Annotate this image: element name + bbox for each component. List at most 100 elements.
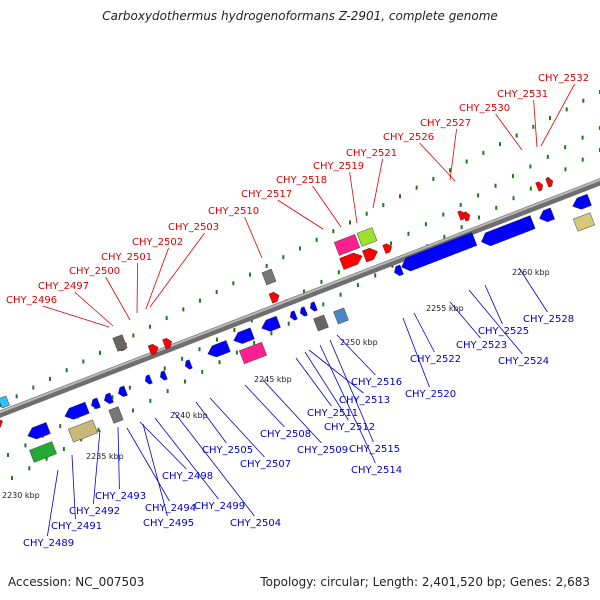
genome-backbone-highlight <box>0 178 600 414</box>
scale-tick-label: 2250 kbp <box>340 338 378 347</box>
leader-line <box>484 284 503 325</box>
gene-label-reverse: CHY_2504 <box>230 518 281 529</box>
guide-dot <box>65 368 68 373</box>
guide-dot <box>581 135 584 140</box>
feature-box <box>572 212 596 232</box>
gene-forward-body <box>268 291 280 304</box>
leader-line <box>495 113 523 151</box>
leader-line <box>329 339 374 443</box>
gene-reverse <box>572 193 592 210</box>
gene-label-reverse: CHY_2514 <box>351 465 402 476</box>
gene-label-reverse: CHY_2494 <box>145 503 196 514</box>
guide-dot <box>564 167 567 172</box>
gene-label-reverse: CHY_2525 <box>478 326 529 337</box>
guide-dot <box>511 174 514 179</box>
leader-line <box>262 379 322 444</box>
gene-reverse <box>27 422 51 440</box>
guide-dot <box>532 124 535 129</box>
leader-line <box>413 312 435 353</box>
leader-line <box>449 128 457 181</box>
gene-reverse-body <box>289 310 298 321</box>
gene-reverse-body <box>299 306 308 317</box>
guide-dot <box>201 369 204 374</box>
gene-reverse-body <box>184 359 193 370</box>
feature-box-body <box>0 395 10 409</box>
gene-label-forward: CHY_2526 <box>383 132 434 143</box>
scale-tick-label: 2235 kbp <box>86 452 124 461</box>
gene-label-reverse: CHY_2493 <box>95 491 146 502</box>
gene-reverse <box>144 374 153 385</box>
guide-dot <box>198 347 201 352</box>
gene-label-forward: CHY_2531 <box>497 89 548 100</box>
gene-reverse <box>64 401 90 420</box>
gene-label-reverse: CHY_2492 <box>69 506 120 517</box>
gene-forward-body <box>0 417 3 430</box>
guide-dot <box>82 359 85 364</box>
guide-dot <box>494 183 497 188</box>
gene-label-forward: CHY_2510 <box>208 206 259 217</box>
feature-box <box>261 268 277 286</box>
guide-dot <box>477 215 480 220</box>
guide-dot <box>477 193 480 198</box>
leader-line <box>142 423 168 517</box>
gene-forward <box>362 247 378 263</box>
gene-reverse-body <box>64 401 90 420</box>
gene-label-forward: CHY_2497 <box>38 281 89 292</box>
guide-dot <box>32 385 35 390</box>
gene-forward <box>382 243 392 254</box>
guide-dot <box>235 350 238 355</box>
guide-dot <box>166 389 169 394</box>
gene-forward-body <box>147 343 159 356</box>
guide-dot <box>132 333 135 338</box>
guide-dot <box>270 331 273 336</box>
scale-tick-label: 2260 kbp <box>512 268 550 277</box>
leader-line <box>145 247 169 310</box>
gene-label-reverse: CHY_2498 <box>162 471 213 482</box>
leader-line <box>71 454 76 520</box>
leader-line <box>336 334 376 376</box>
gene-label-forward: CHY_2517 <box>241 189 292 200</box>
feature-box-body <box>238 341 268 365</box>
guide-dot <box>315 237 318 242</box>
guide-dot <box>390 241 393 246</box>
scale-tick-label: 2230 kbp <box>2 491 40 500</box>
gene-reverse <box>261 315 281 332</box>
gene-reverse-body <box>261 315 281 332</box>
gene-label-forward: CHY_2519 <box>313 161 364 172</box>
guide-dot <box>581 157 584 162</box>
gene-reverse-body <box>27 422 51 440</box>
gene-forward <box>162 337 172 350</box>
gene-label-reverse: CHY_2515 <box>349 444 400 455</box>
guide-dot <box>564 145 567 150</box>
guide-dot <box>432 176 435 181</box>
leader-line <box>304 351 349 421</box>
leader-line <box>139 421 187 470</box>
feature-box <box>333 234 361 256</box>
guide-dot <box>460 225 463 230</box>
feature-box <box>108 406 124 424</box>
gene-reverse <box>207 340 231 358</box>
guide-dot <box>7 453 9 457</box>
guide-dot <box>565 107 568 112</box>
guide-dot <box>28 466 31 471</box>
gene-label-reverse: CHY_2499 <box>194 501 245 512</box>
gene-reverse-body <box>207 340 231 358</box>
guide-dot <box>0 403 1 407</box>
guide-dot <box>365 211 368 216</box>
feature-box-body <box>261 268 277 286</box>
gene-label-forward: CHY_2503 <box>168 222 219 233</box>
feature-box-body <box>68 419 98 443</box>
feature-box-body <box>108 406 124 424</box>
guide-dot <box>132 408 135 413</box>
guide-dot <box>499 142 501 147</box>
feature-box <box>356 227 378 247</box>
guide-dot <box>99 350 101 355</box>
leader-line <box>47 469 59 537</box>
feature-box <box>333 307 349 325</box>
gene-reverse <box>104 392 114 405</box>
gene-label-reverse: CHY_2512 <box>324 422 375 433</box>
feature-box <box>112 334 128 352</box>
gene-reverse-body <box>144 374 153 385</box>
gene-forward-body <box>162 337 172 350</box>
